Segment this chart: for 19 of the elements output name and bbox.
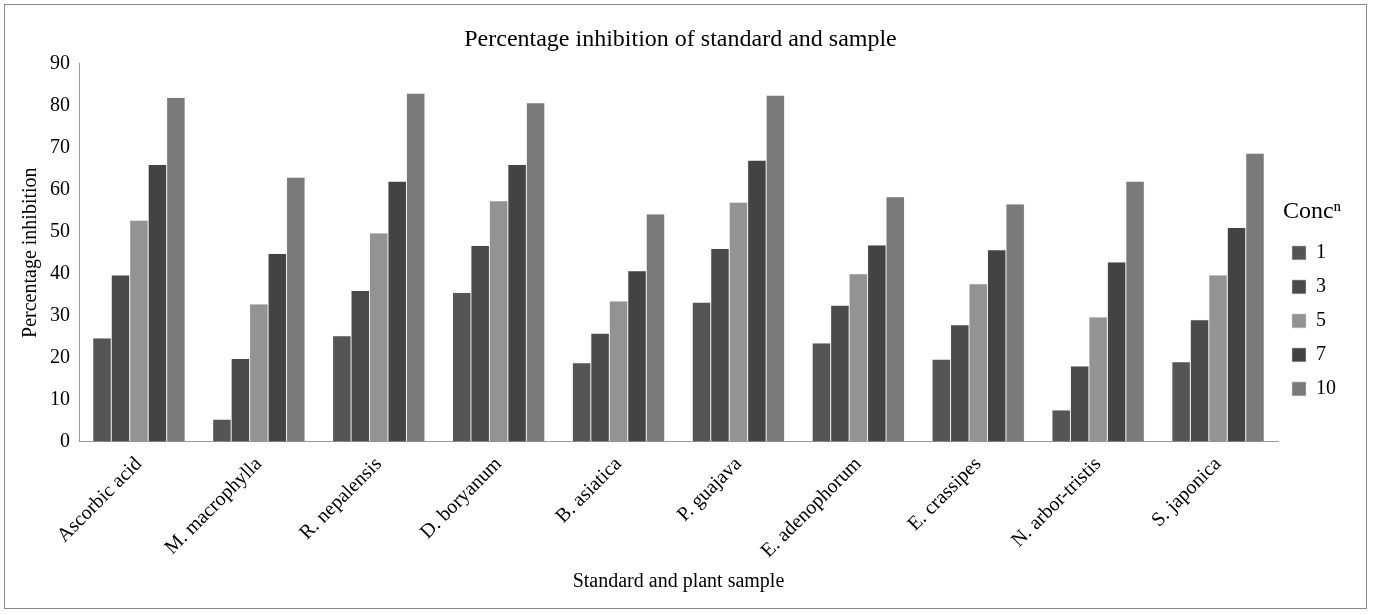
y-axis-title: Percentage inhibition <box>18 167 42 338</box>
chart-title: Percentage inhibition of standard and sample <box>464 24 897 51</box>
legend-label: 7 <box>1316 342 1326 365</box>
legend-label: 5 <box>1316 308 1326 331</box>
legend-label: 10 <box>1316 376 1336 399</box>
y-tick-label: 90 <box>50 51 70 74</box>
y-tick-label: 80 <box>50 93 70 116</box>
legend-title: Concⁿ <box>1282 197 1342 224</box>
legend-label: 1 <box>1316 240 1326 263</box>
legend-label: 3 <box>1316 274 1326 297</box>
y-tick-label: 50 <box>50 218 70 241</box>
y-tick-label: 0 <box>60 428 70 451</box>
y-tick-label: 70 <box>50 135 70 157</box>
y-tick-label: 10 <box>50 386 70 409</box>
x-axis-title: Standard and plant sample <box>572 569 785 593</box>
y-tick-label: 30 <box>50 302 70 325</box>
y-tick-label: 20 <box>50 344 70 367</box>
y-tick-label: 40 <box>50 260 70 283</box>
y-tick-label: 60 <box>50 176 70 199</box>
